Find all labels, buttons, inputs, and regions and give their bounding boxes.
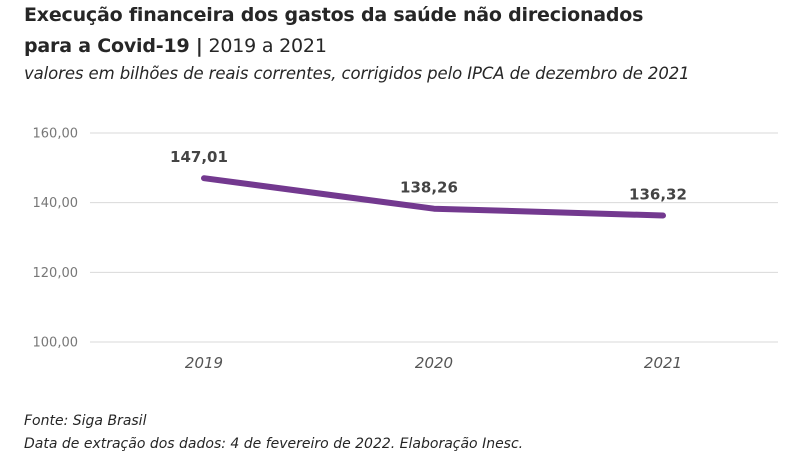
- x-tick-label-2: 2021: [644, 354, 682, 372]
- y-tick-label-0: 100,00: [33, 336, 79, 351]
- y-tick-label-2: 140,00: [33, 196, 79, 211]
- x-tick-label-1: 2020: [415, 354, 453, 372]
- data-label-2019: 147,01: [170, 148, 228, 166]
- chart-title-period: 2019 a 2021: [202, 35, 327, 57]
- chart-title-line-2: para a Covid-19 | 2019 a 2021: [24, 35, 327, 57]
- source-note: Fonte: Siga Brasil: [24, 413, 147, 429]
- chart-title-line-1: Execução financeira dos gastos da saúde …: [24, 4, 644, 26]
- y-tick-label-3: 160,00: [33, 127, 79, 142]
- x-tick-label-0: 2019: [185, 354, 223, 372]
- chart-subtitle: valores em bilhões de reais correntes, c…: [24, 64, 690, 83]
- chart-title-bold: para a Covid-19 |: [24, 35, 203, 57]
- data-label-2020: 138,26: [400, 179, 458, 197]
- y-tick-label-1: 120,00: [33, 266, 79, 281]
- data-label-2021: 136,32: [629, 185, 687, 203]
- series-line-0: [201, 175, 666, 219]
- extraction-note: Data de extração dos dados: 4 de feverei…: [24, 436, 524, 452]
